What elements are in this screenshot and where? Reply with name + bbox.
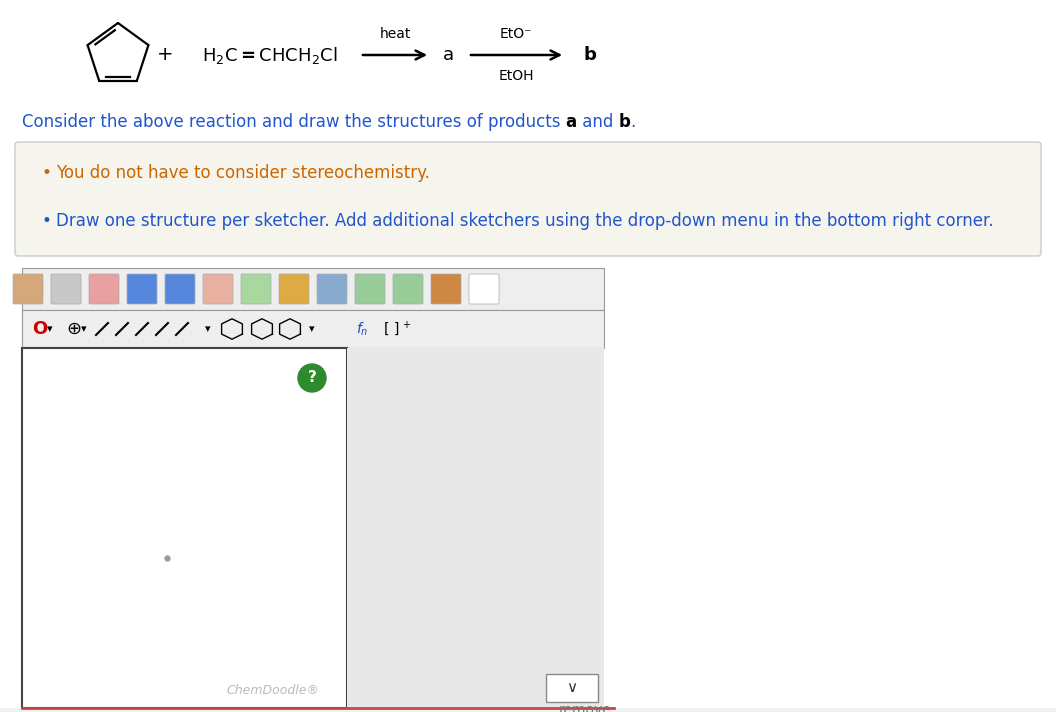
Bar (546, 674, 598, 702)
Text: ?: ? (307, 370, 317, 385)
Text: b: b (619, 113, 630, 131)
Bar (347, 348, 604, 708)
Text: +: + (156, 46, 173, 65)
FancyBboxPatch shape (431, 274, 461, 304)
FancyBboxPatch shape (393, 274, 423, 304)
Text: •: • (42, 164, 52, 182)
Text: +: + (402, 320, 410, 330)
Text: EtOH: EtOH (498, 69, 533, 83)
Bar (22, 310, 604, 348)
Text: ⊕: ⊕ (67, 320, 81, 338)
FancyBboxPatch shape (241, 274, 271, 304)
Text: You do not have to consider stereochemistry.: You do not have to consider stereochemis… (56, 164, 430, 182)
FancyBboxPatch shape (469, 274, 499, 304)
Text: ▾: ▾ (81, 324, 87, 334)
Text: ChemDoodle®: ChemDoodle® (226, 684, 319, 696)
Text: Consider the above reaction and draw the structures of products: Consider the above reaction and draw the… (22, 113, 566, 131)
FancyBboxPatch shape (13, 274, 43, 304)
Text: a: a (566, 113, 577, 131)
Text: b: b (584, 46, 597, 64)
Bar (22, 268, 604, 310)
Text: $\mathit{f}_n$: $\mathit{f}_n$ (356, 320, 369, 337)
Text: remove: remove (560, 703, 612, 712)
Text: .: . (630, 113, 636, 131)
Bar (0, 708, 1056, 712)
FancyBboxPatch shape (355, 274, 385, 304)
FancyBboxPatch shape (127, 274, 157, 304)
FancyBboxPatch shape (203, 274, 233, 304)
FancyBboxPatch shape (317, 274, 347, 304)
Text: ∨: ∨ (566, 681, 578, 696)
Text: heat: heat (379, 27, 411, 41)
Text: ▾: ▾ (48, 324, 53, 334)
Text: O: O (33, 320, 48, 338)
Text: H$_2$C$\mathbf{=}$CHCH$_2$Cl: H$_2$C$\mathbf{=}$CHCH$_2$Cl (202, 44, 338, 66)
FancyBboxPatch shape (279, 274, 309, 304)
Text: and: and (577, 113, 619, 131)
Text: Draw one structure per sketcher. Add additional sketchers using the drop-down me: Draw one structure per sketcher. Add add… (56, 212, 994, 230)
Text: •: • (42, 212, 52, 230)
Text: ▾: ▾ (309, 324, 315, 334)
FancyBboxPatch shape (89, 274, 119, 304)
Text: ▾: ▾ (205, 324, 211, 334)
Text: a: a (442, 46, 454, 64)
Text: EtO⁻: EtO⁻ (499, 27, 532, 41)
Circle shape (298, 364, 326, 392)
Bar (22, 348, 347, 708)
Text: [ ]: [ ] (384, 322, 399, 336)
FancyBboxPatch shape (165, 274, 195, 304)
FancyBboxPatch shape (51, 274, 81, 304)
FancyBboxPatch shape (15, 142, 1041, 256)
